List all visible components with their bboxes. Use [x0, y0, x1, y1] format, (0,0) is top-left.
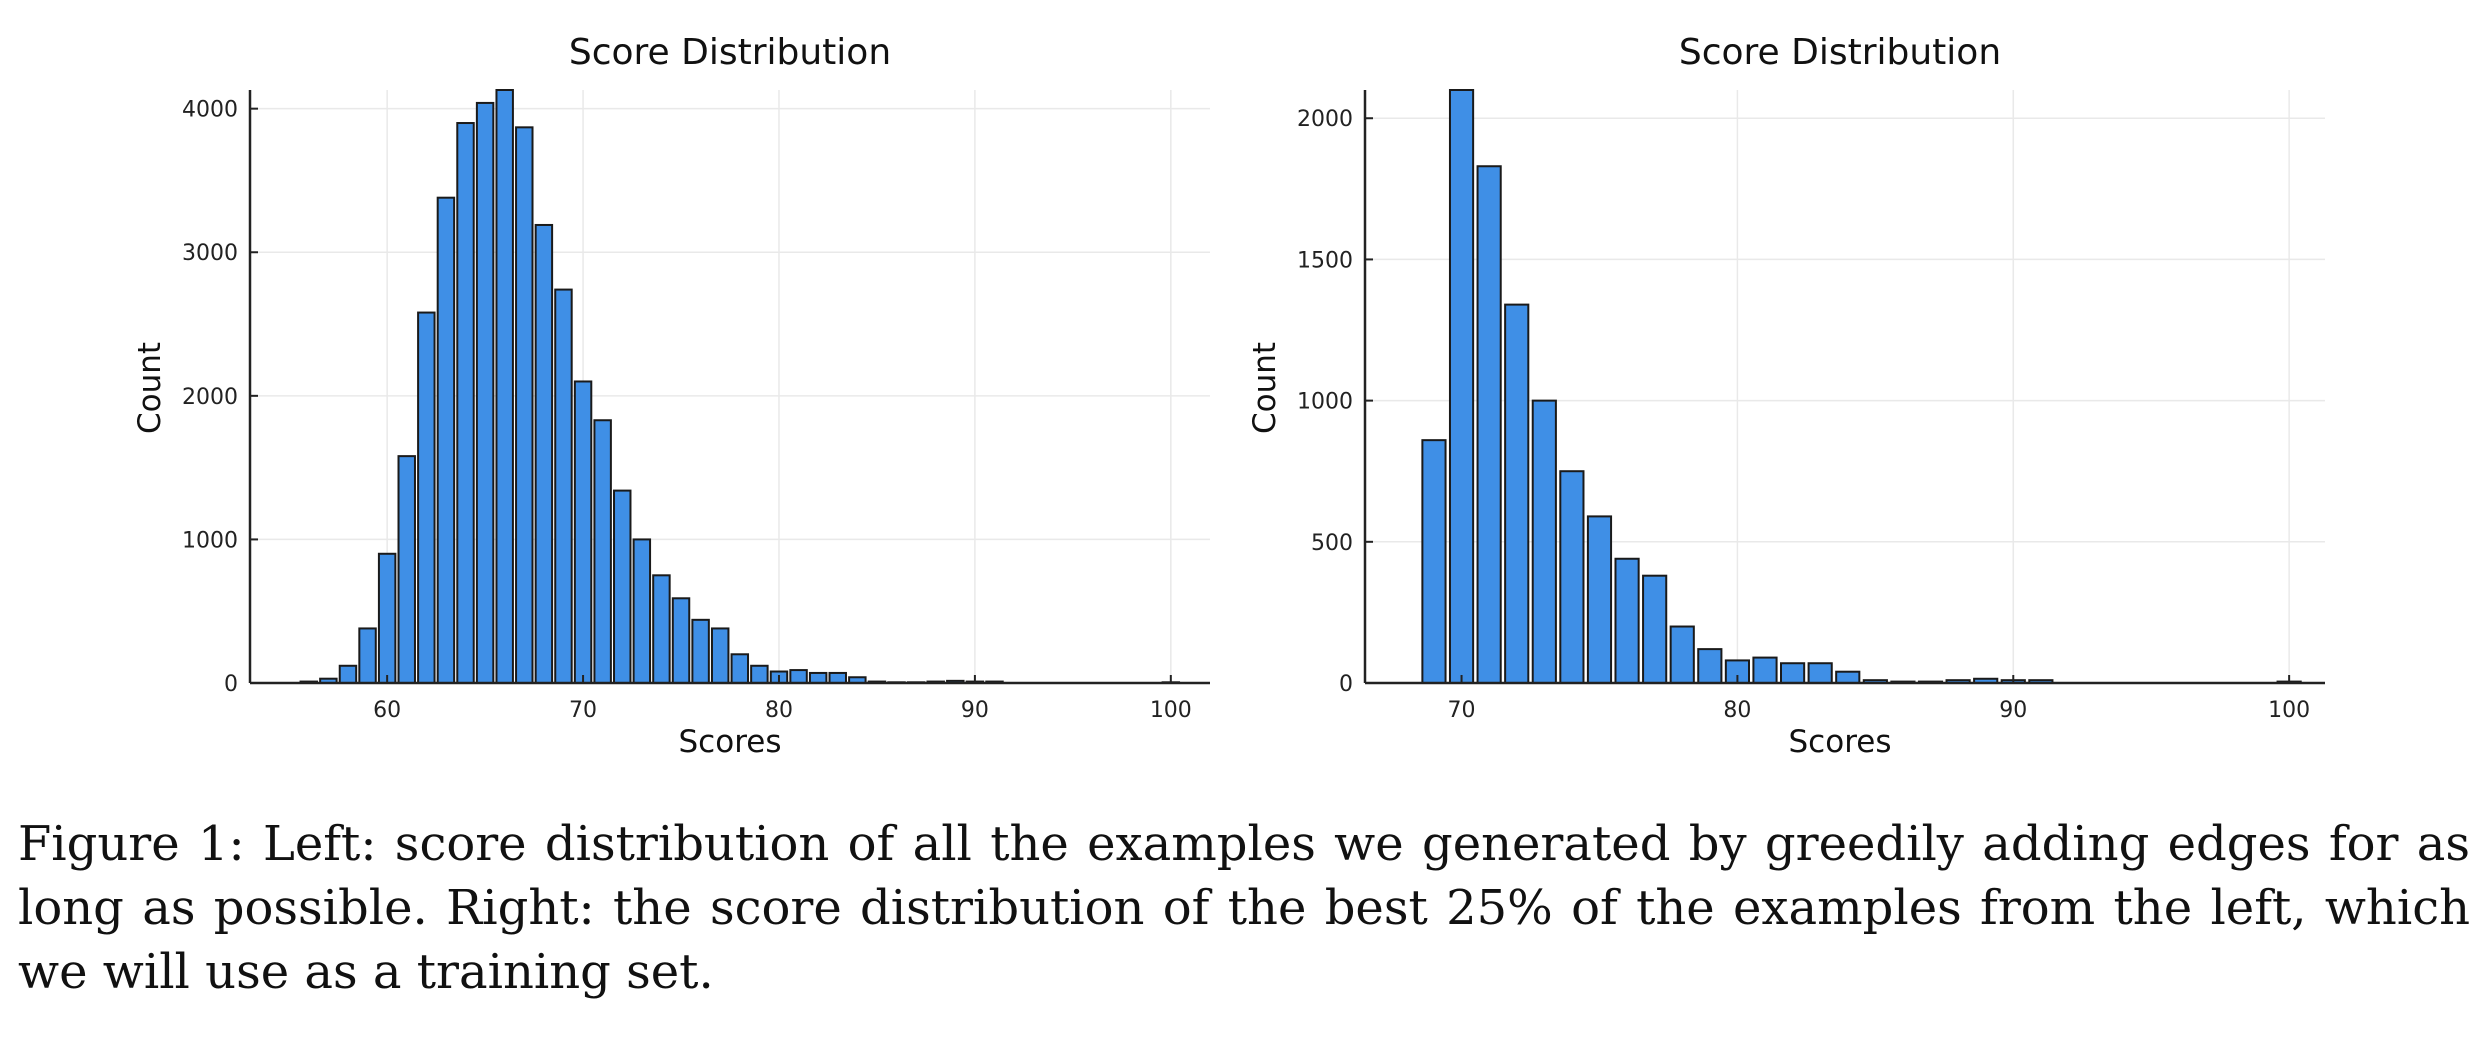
- y-tick-label: 1000: [1297, 390, 1353, 415]
- y-tick-label: 500: [1311, 531, 1353, 556]
- bar: [397, 455, 416, 684]
- bar: [808, 671, 828, 685]
- bar: [1421, 439, 1447, 684]
- y-axis-label: Count: [1247, 342, 1283, 434]
- bar: [358, 627, 377, 684]
- y-tick-label: 0: [224, 672, 238, 697]
- bar: [1448, 89, 1475, 684]
- bar: [750, 664, 769, 684]
- bar: [593, 419, 612, 684]
- y-tick-label: 4000: [182, 98, 238, 123]
- bar: [671, 597, 691, 684]
- bar: [1476, 165, 1502, 684]
- bar: [613, 489, 632, 684]
- bar: [475, 101, 495, 684]
- x-tick-label: 100: [1150, 698, 1192, 723]
- chart-left: Score Distribution 60 70 80 90 1000100020003…: [132, 32, 1210, 760]
- bar: [1780, 662, 1806, 685]
- x-tick-label: 100: [2268, 698, 2310, 723]
- bar: [652, 574, 671, 685]
- bar: [789, 669, 808, 684]
- bar: [417, 311, 436, 684]
- bar: [515, 126, 534, 684]
- y-tick-label: 2000: [1297, 107, 1353, 132]
- y-tick-label: 0: [1339, 672, 1353, 697]
- bar: [710, 627, 730, 684]
- bar: [1807, 662, 1833, 685]
- bar: [632, 538, 652, 684]
- figure: Score Distribution 60 70 80 90 1000100020003…: [132, 32, 2325, 760]
- y-tick-label: 2000: [182, 385, 238, 410]
- bar: [1614, 557, 1640, 684]
- bar: [1559, 470, 1585, 685]
- bar: [691, 618, 710, 684]
- bar: [495, 89, 514, 684]
- y-tick-label: 1500: [1297, 248, 1353, 273]
- bar: [1697, 648, 1723, 684]
- x-tick-label: 70: [569, 698, 597, 723]
- x-axis-label: Scores: [1789, 724, 1892, 760]
- x-tick-label: 60: [373, 698, 401, 723]
- chart-right: Score Distribution 70 80 90 100050010001500…: [1247, 32, 2325, 760]
- figure-caption: Figure 1: Left: score distribution of al…: [18, 816, 2470, 1000]
- x-tick-label: 80: [765, 698, 793, 723]
- bar: [1531, 399, 1557, 684]
- bar: [730, 653, 750, 684]
- bar: [1504, 303, 1530, 684]
- x-axis-label: Scores: [679, 724, 782, 760]
- y-axis-label: Count: [132, 342, 168, 434]
- bar: [1835, 670, 1861, 685]
- bar: [377, 552, 397, 685]
- x-tick-label: 70: [1448, 698, 1476, 723]
- x-tick-label: 90: [1999, 698, 2027, 723]
- bar: [436, 196, 456, 684]
- bar: [1642, 574, 1668, 685]
- x-tick-label: 90: [961, 698, 989, 723]
- chart-title: Score Distribution: [1679, 32, 2001, 73]
- bar: [828, 671, 847, 685]
- bar: [534, 223, 554, 684]
- bar: [1586, 515, 1613, 685]
- bar: [456, 122, 475, 684]
- bar: [338, 664, 358, 684]
- chart-title: Score Distribution: [569, 32, 891, 73]
- x-tick-label: 80: [1723, 698, 1751, 723]
- bar: [1752, 656, 1778, 684]
- y-tick-label: 3000: [182, 241, 238, 266]
- bar: [573, 380, 593, 684]
- bar: [554, 288, 573, 684]
- y-tick-label: 1000: [182, 528, 238, 553]
- bar: [1669, 625, 1695, 684]
